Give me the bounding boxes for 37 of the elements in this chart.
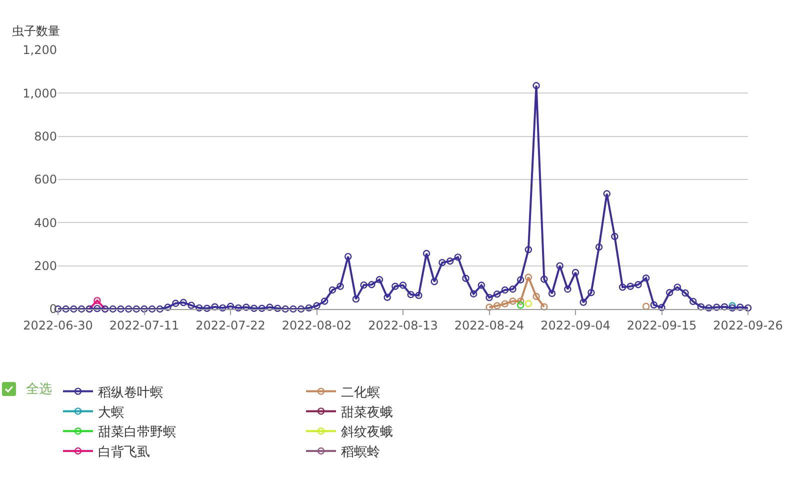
point — [532, 292, 540, 300]
point — [493, 302, 501, 310]
y-tick-label: 800 — [34, 130, 57, 144]
x-tick-label: 2022-07-11 — [109, 318, 180, 332]
x-tick-label: 2022-09-15 — [626, 318, 697, 332]
x-tick-label: 2022-07-22 — [196, 318, 266, 332]
point — [524, 274, 532, 281]
legend-label: 稻纵卷叶螟 — [98, 385, 163, 400]
text: 全选 — [26, 381, 52, 398]
x-tick-label: 2022-08-13 — [368, 318, 438, 332]
legend-label: 稻螟蛉 — [341, 445, 380, 460]
y-tick-label: 600 — [34, 172, 57, 187]
legend-label: 甜菜白带野螟 — [98, 425, 176, 440]
y-tick-label: 1,200 — [22, 43, 57, 58]
y-axis-title: 虫子数量 — [12, 24, 60, 38]
point — [517, 298, 524, 305]
legend-label: 斜纹夜蛾 — [341, 424, 393, 440]
point — [517, 302, 524, 309]
x-tick-label: 2022-08-24 — [454, 318, 524, 332]
legend-label: 甜菜夜蛾 — [341, 404, 393, 420]
point — [94, 296, 101, 304]
x-tick-label: 2022-06-30 — [23, 318, 93, 332]
point — [501, 300, 509, 308]
legend-label: 白背飞虱 — [98, 445, 150, 460]
x-tick-label: 2022-08-02 — [282, 318, 352, 332]
x-tick-label: 2022-09-26 — [713, 318, 783, 332]
legend-label: 二化螟 — [341, 385, 380, 400]
point — [540, 303, 548, 310]
point — [509, 298, 516, 305]
point — [524, 300, 532, 308]
point — [728, 302, 736, 310]
y-tick-label: 1,000 — [22, 86, 57, 100]
x-tick-label: 2022-09-04 — [540, 318, 610, 332]
y-tick-label: 400 — [34, 216, 57, 230]
legend-label: 大螟 — [98, 405, 124, 420]
y-tick-label: 200 — [34, 259, 57, 274]
point — [486, 304, 493, 311]
